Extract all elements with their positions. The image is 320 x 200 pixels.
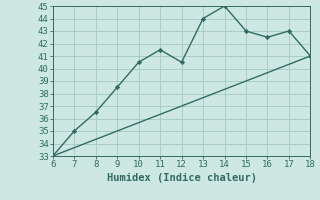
X-axis label: Humidex (Indice chaleur): Humidex (Indice chaleur) — [107, 173, 257, 183]
